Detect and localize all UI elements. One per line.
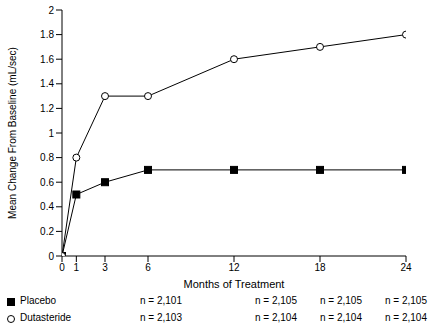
- svg-text:12: 12: [228, 262, 240, 273]
- svg-text:1.8: 1.8: [40, 29, 54, 40]
- svg-text:1: 1: [48, 128, 54, 139]
- svg-text:0: 0: [59, 262, 65, 273]
- html-text:n = 2,104: n = 2,104: [385, 312, 427, 323]
- svg-text:3: 3: [102, 262, 108, 273]
- html-text:n = 2,101: n = 2,101: [140, 295, 182, 306]
- html-text:n = 2,105: n = 2,105: [320, 295, 362, 306]
- svg-text:0.4: 0.4: [40, 201, 54, 212]
- svg-text:24: 24: [400, 262, 412, 273]
- html-text:n = 2,104: n = 2,104: [255, 312, 297, 323]
- svg-text:Months of Treatment: Months of Treatment: [184, 278, 285, 290]
- svg-text:1.2: 1.2: [40, 103, 54, 114]
- svg-text:18: 18: [314, 262, 326, 273]
- svg-text:1: 1: [74, 262, 80, 273]
- svg-text:0: 0: [48, 251, 54, 262]
- html-text:n = 2,104: n = 2,104: [320, 312, 362, 323]
- svg-text:1.6: 1.6: [40, 54, 54, 65]
- html-text:n = 2,103: n = 2,103: [140, 312, 182, 323]
- html-text:Placebo: Placebo: [20, 295, 57, 306]
- html-text:n = 2,105: n = 2,105: [255, 295, 297, 306]
- svg-text:0.2: 0.2: [40, 226, 54, 237]
- html-text:n = 2,105: n = 2,105: [385, 295, 427, 306]
- svg-text:1.4: 1.4: [40, 78, 54, 89]
- svg-text:Mean Change From Baseline (mL/: Mean Change From Baseline (mL/sec): [8, 47, 18, 219]
- svg-text:0.6: 0.6: [40, 177, 54, 188]
- html-text:Dutasteride: Dutasteride: [20, 312, 72, 323]
- svg-text:6: 6: [145, 262, 151, 273]
- svg-text:2: 2: [48, 5, 54, 16]
- svg-text:0.8: 0.8: [40, 152, 54, 163]
